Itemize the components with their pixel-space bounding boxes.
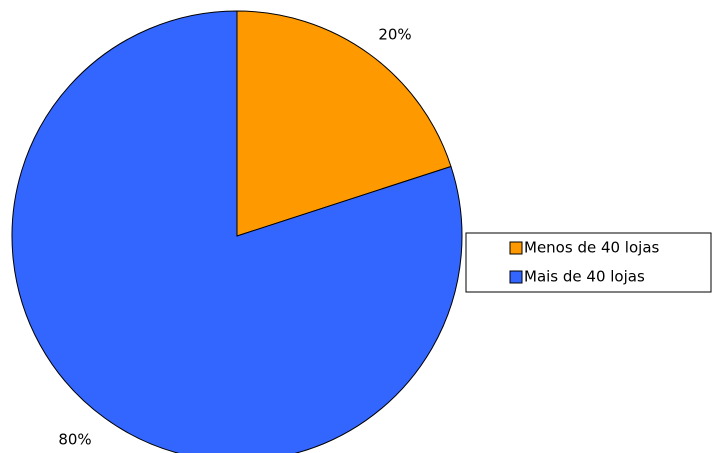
data-label: 20% — [378, 26, 411, 44]
legend-swatch — [509, 241, 523, 255]
legend-box — [465, 232, 712, 293]
legend-label: Mais de 40 lojas — [524, 268, 645, 286]
legend-label: Menos de 40 lojas — [524, 239, 660, 257]
pie-slice — [11, 10, 463, 453]
pie-slice — [236, 10, 452, 237]
legend-swatch — [509, 270, 523, 284]
data-label: 80% — [58, 431, 91, 449]
